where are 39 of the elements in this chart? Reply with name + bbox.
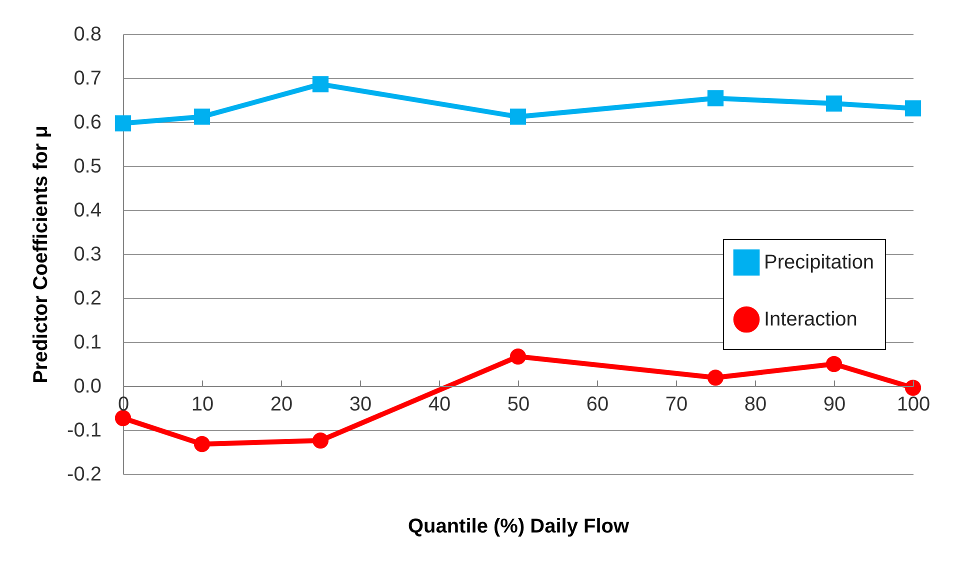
x-tick-label: 30 [349,394,372,416]
point [826,95,842,112]
y-tick-label: 0.5 [74,156,102,178]
point [707,370,724,386]
point [312,432,329,449]
point [114,410,132,426]
x-tick-label: 60 [586,394,609,416]
x-tick-label: 10 [191,394,214,416]
legend-label: Precipitation [764,252,874,274]
point [510,348,526,365]
point [707,90,724,106]
y-tick-label: 0.0 [74,376,102,398]
point [904,380,922,396]
x-tick-label: 80 [744,394,767,416]
y-tick-label: 0.6 [74,112,102,134]
x-axis-title: Quantile (%) Daily Flow [408,516,630,538]
y-tick-label: 0.7 [74,68,102,90]
x-tick-label: 100 [896,394,930,416]
point [312,76,329,92]
y-tick-label: -0.1 [67,420,102,442]
x-tick-label: 50 [507,394,530,416]
y-tick-label: 0.2 [74,288,102,310]
y-tick-label: 0.1 [74,332,102,354]
x-tick-label: 20 [270,394,293,416]
point [826,356,842,372]
point [904,100,922,116]
y-axis-title: Predictor Coefficients for μ [30,126,52,384]
point [510,108,526,125]
point [114,115,132,132]
y-tick-label: 0.8 [74,24,102,46]
point [194,436,210,452]
y-tick-label: 0.4 [74,200,102,222]
y-tick-label: -0.2 [67,464,102,486]
x-tick-label: 90 [823,394,846,416]
legend-label: Interaction [764,308,858,330]
y-tick-label: 0.3 [74,244,102,266]
x-tick-label: 70 [665,394,688,416]
point [194,108,210,125]
x-tick-label: 40 [428,394,451,416]
